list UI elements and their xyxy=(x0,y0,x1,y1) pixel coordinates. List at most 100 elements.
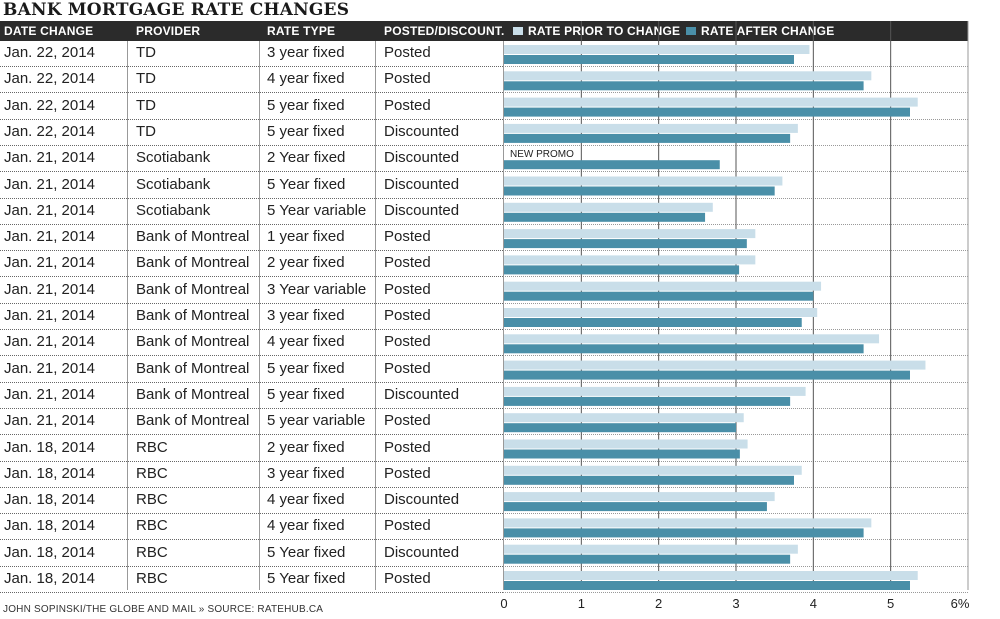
row-divider xyxy=(0,539,503,541)
row-posted: Discounted xyxy=(384,385,460,403)
row-date: Jan. 21, 2014 xyxy=(4,175,95,193)
chart-title: BANK MORTGAGE RATE CHANGES xyxy=(3,0,350,20)
header-date: DATE CHANGE xyxy=(4,24,94,38)
row-rate-type: 5 Year variable xyxy=(267,201,367,219)
bar-prior xyxy=(504,71,872,81)
row-provider: Bank of Montreal xyxy=(136,228,250,246)
table-row: Jan. 21, 2014 Bank of Montreal 3 Year vari… xyxy=(0,278,968,304)
row-provider: Bank of Montreal xyxy=(136,385,250,403)
legend-prior-label: RATE PRIOR TO CHANGE xyxy=(528,24,681,38)
row-provider: RBC xyxy=(136,438,168,456)
row-date: Jan. 21, 2014 xyxy=(4,333,95,351)
row-provider: Bank of Montreal xyxy=(136,333,250,351)
row-rate-type: 5 Year fixed xyxy=(267,570,346,587)
row-rate-type: 3 year fixed xyxy=(267,44,345,61)
row-posted: Posted xyxy=(384,438,431,456)
table-row: Jan. 18, 2014 RBC 3 year fixed Posted xyxy=(0,462,968,488)
column-divider xyxy=(375,41,376,590)
row-rate-type: 5 year fixed xyxy=(267,122,345,140)
bar-after xyxy=(504,475,794,485)
bar-prior xyxy=(504,386,806,396)
row-provider: Bank of Montreal xyxy=(136,359,250,377)
row-divider xyxy=(0,513,503,515)
row-divider xyxy=(0,250,503,252)
row-rate-type: 3 Year variable xyxy=(267,280,367,298)
bar-prior xyxy=(504,255,756,265)
row-provider: TD xyxy=(136,44,156,61)
row-date: Jan. 21, 2014 xyxy=(4,385,95,403)
column-divider xyxy=(503,41,504,590)
bar-prior xyxy=(504,97,918,107)
row-rate-type: 5 year fixed xyxy=(267,359,345,377)
row-divider xyxy=(0,381,503,383)
row-date: Jan. 22, 2014 xyxy=(4,44,95,61)
row-date: Jan. 18, 2014 xyxy=(4,570,95,587)
table-header: DATE CHANGE PROVIDER RATE TYPE POSTED/DI… xyxy=(0,21,968,41)
row-provider: Bank of Montreal xyxy=(136,280,250,298)
table-row: Jan. 21, 2014 Scotiabank 5 Year variable Di… xyxy=(0,199,968,225)
bar-after xyxy=(504,186,775,196)
row-divider xyxy=(0,223,503,225)
row-date: Jan. 18, 2014 xyxy=(4,517,95,535)
row-date: Jan. 21, 2014 xyxy=(4,228,95,246)
row-posted: Posted xyxy=(384,359,431,377)
row-posted: Discounted xyxy=(384,175,460,193)
bar-after xyxy=(504,239,747,249)
table-row: Jan. 21, 2014 Bank of Montreal 5 year fixe… xyxy=(0,357,968,383)
bar-prior xyxy=(504,465,802,475)
legend-swatch-prior xyxy=(513,27,523,35)
bar-after xyxy=(504,133,791,143)
row-posted: Discounted xyxy=(384,149,460,167)
row-rate-type: 4 year fixed xyxy=(267,517,345,535)
column-divider xyxy=(259,41,260,590)
table-row: Jan. 21, 2014 Bank of Montreal 3 year fixe… xyxy=(0,304,968,330)
row-posted: Posted xyxy=(384,280,431,298)
row-date: Jan. 18, 2014 xyxy=(4,438,95,456)
row-divider xyxy=(503,592,968,593)
row-divider xyxy=(0,92,503,94)
row-provider: RBC xyxy=(136,570,168,587)
bar-prior xyxy=(504,571,918,580)
bar-after xyxy=(504,291,814,301)
header-provider: PROVIDER xyxy=(136,24,201,38)
row-date: Jan. 21, 2014 xyxy=(4,201,95,219)
row-posted: Posted xyxy=(384,333,431,351)
bar-prior xyxy=(504,176,783,186)
row-provider: TD xyxy=(136,96,156,114)
row-divider xyxy=(0,118,503,120)
x-tick-label: 1 xyxy=(578,596,585,611)
row-provider: RBC xyxy=(136,464,168,482)
row-date: Jan. 22, 2014 xyxy=(4,70,95,88)
row-date: Jan. 22, 2014 xyxy=(4,96,95,114)
bar-prior xyxy=(504,439,748,449)
row-date: Jan. 22, 2014 xyxy=(4,122,95,140)
row-date: Jan. 21, 2014 xyxy=(4,412,95,430)
row-divider xyxy=(0,197,503,199)
bar-after xyxy=(504,344,864,354)
bar-after xyxy=(504,370,910,380)
bar-prior xyxy=(504,123,798,133)
row-posted: Posted xyxy=(384,307,431,324)
row-date: Jan. 21, 2014 xyxy=(4,359,95,377)
annotation-new-promo: NEW PROMO xyxy=(510,149,574,160)
row-date: Jan. 21, 2014 xyxy=(4,149,95,167)
row-provider: TD xyxy=(136,122,156,140)
table-row: Jan. 21, 2014 Bank of Montreal 5 year vari… xyxy=(0,409,968,436)
x-tick-label: 3 xyxy=(732,596,739,611)
row-date: Jan. 18, 2014 xyxy=(4,491,95,509)
bar-after xyxy=(504,449,740,459)
row-posted: Posted xyxy=(384,70,431,88)
bar-after xyxy=(504,81,864,91)
bar-after xyxy=(504,396,791,406)
row-provider: RBC xyxy=(136,543,168,561)
row-divider xyxy=(0,171,503,173)
header-rate-type: RATE TYPE xyxy=(267,24,336,38)
row-provider: TD xyxy=(136,70,156,88)
row-date: Jan. 21, 2014 xyxy=(4,307,95,324)
row-divider xyxy=(0,565,503,567)
row-provider: Bank of Montreal xyxy=(136,254,250,272)
bar-after xyxy=(504,423,736,433)
row-rate-type: 3 year fixed xyxy=(267,307,345,324)
row-posted: Discounted xyxy=(384,201,460,219)
